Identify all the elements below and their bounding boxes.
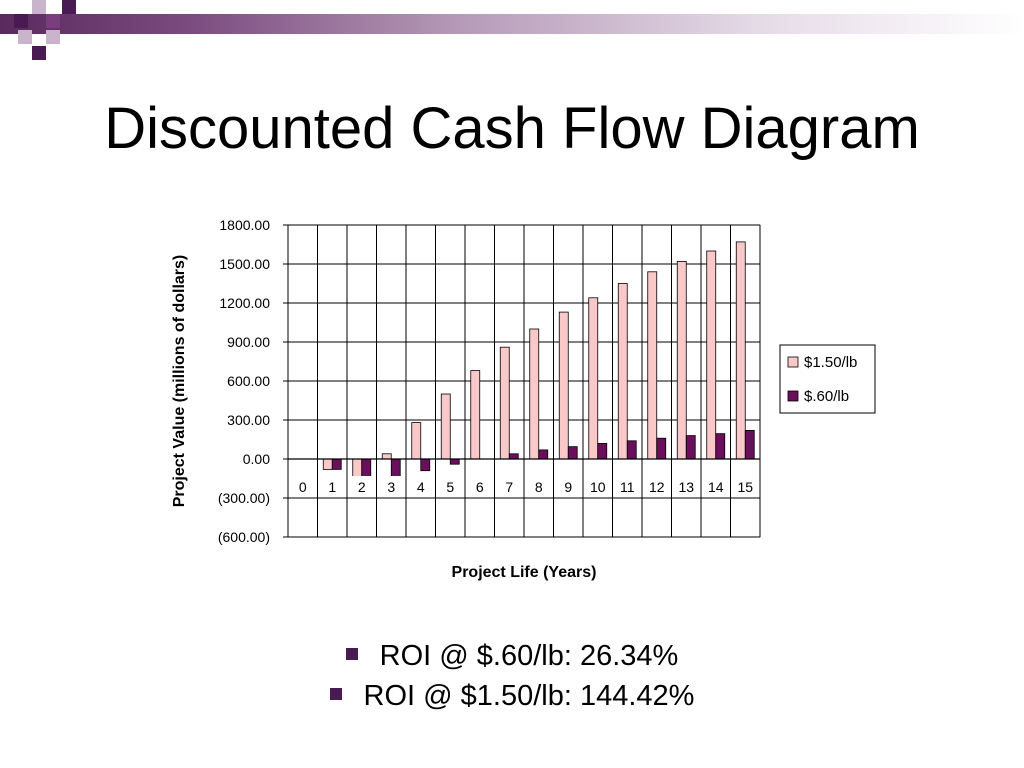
bar-low-price <box>744 429 755 460</box>
x-tick-label-bg <box>378 476 404 496</box>
x-tick-label: 12 <box>649 479 665 495</box>
y-axis-title: Project Value (millions of dollars) <box>171 255 188 508</box>
bar-high-price <box>381 453 392 460</box>
bar-low-price <box>656 437 667 460</box>
y-tick-label: 1800.00 <box>219 217 270 233</box>
x-tick-label: 8 <box>535 479 543 495</box>
x-tick-label: 15 <box>737 479 753 495</box>
x-tick-label-bg <box>349 476 375 496</box>
x-tick-label: 11 <box>620 479 635 495</box>
y-tick-label: (300.00) <box>218 490 270 506</box>
y-tick-label: 1500.00 <box>219 256 270 272</box>
bar-low-price <box>331 458 342 470</box>
x-axis-title: Project Life (Years) <box>452 564 597 581</box>
x-tick-label-bg <box>526 476 552 496</box>
bar-low-price <box>508 453 519 460</box>
y-tick-label: 900.00 <box>227 334 270 350</box>
x-tick-label-bg <box>673 476 699 496</box>
x-tick-label: 9 <box>564 479 572 495</box>
bar-high-price <box>411 422 422 460</box>
legend-swatch <box>787 390 799 402</box>
bar-low-price <box>626 440 637 460</box>
decor-square <box>46 14 60 28</box>
bar-high-price <box>470 370 481 460</box>
legend-box <box>779 344 876 414</box>
bar-high-price <box>706 250 717 460</box>
decor-square <box>32 46 46 60</box>
x-tick-label: 4 <box>417 479 425 495</box>
x-tick-label: 7 <box>505 479 513 495</box>
x-tick-label-bg <box>496 476 522 496</box>
x-tick-label: 10 <box>590 479 606 495</box>
bar-low-price <box>715 433 726 460</box>
x-tick-label: 3 <box>387 479 395 495</box>
bar-high-price <box>322 458 333 470</box>
x-tick-label-bg <box>555 476 581 496</box>
x-tick-label: 13 <box>678 479 694 495</box>
y-tick-label: 1200.00 <box>219 295 270 311</box>
legend-swatch <box>787 356 799 368</box>
x-tick-label-bg <box>644 476 670 496</box>
x-tick-label: 2 <box>358 479 366 495</box>
x-tick-label-bg <box>319 476 345 496</box>
bullet-square-icon <box>345 648 358 661</box>
x-tick-label-bg <box>408 476 434 496</box>
x-tick-label-bg <box>437 476 463 496</box>
bar-high-price <box>558 311 569 460</box>
bar-low-price <box>597 442 608 460</box>
x-tick-label-bg <box>585 476 611 496</box>
bar-high-price <box>499 346 510 460</box>
y-tick-label: (600.00) <box>218 529 270 545</box>
bar-high-price <box>735 241 746 460</box>
x-tick-label-bg <box>467 476 493 496</box>
bar-high-price <box>617 283 628 460</box>
bar-low-price <box>420 458 431 472</box>
legend-label: $1.50/lb <box>804 354 857 371</box>
bar-high-price <box>676 261 687 460</box>
y-tick-label: 300.00 <box>227 412 270 428</box>
legend-label: $.60/lb <box>804 388 849 405</box>
decor-square <box>62 0 76 14</box>
header-gradient-bar <box>0 14 1024 34</box>
bar-low-price <box>567 446 578 460</box>
bar-high-price <box>647 271 658 460</box>
decor-square <box>18 30 32 44</box>
cash-flow-chart: 1800.00 1500.00 1200.00 900.00 600.00 300.00 0… <box>171 217 876 581</box>
x-tick-label: 0 <box>299 479 307 495</box>
roi-bullet-text: ROI @ $1.50/lb: 144.42% <box>363 680 695 712</box>
roi-bullet-item: ROI @ $.60/lb: 26.34% <box>0 636 1024 676</box>
x-tick-label: 14 <box>708 479 724 495</box>
roi-bullet-list: ROI @ $.60/lb: 26.34% ROI @ $1.50/lb: 14… <box>0 636 1024 716</box>
bar-low-price <box>685 435 696 460</box>
decor-square <box>14 14 28 28</box>
x-tick-label: 1 <box>328 479 336 495</box>
roi-bullet-text: ROI @ $.60/lb: 26.34% <box>379 640 679 672</box>
x-tick-label-bg <box>290 476 316 496</box>
bar-low-price <box>538 449 549 460</box>
x-tick-label: 5 <box>446 479 454 495</box>
x-tick-label-bg <box>703 476 729 496</box>
y-tick-label: 600.00 <box>227 373 270 389</box>
x-tick-label-bg <box>614 476 640 496</box>
y-tick-label: 0.00 <box>243 451 270 467</box>
x-tick-label-bg <box>732 476 758 496</box>
slide-title: Discounted Cash Flow Diagram <box>104 96 920 161</box>
bar-high-price <box>440 393 451 460</box>
bar-high-price <box>588 297 599 460</box>
roi-bullet-item: ROI @ $1.50/lb: 144.42% <box>0 676 1024 716</box>
bullet-square-icon <box>329 688 342 701</box>
decor-square <box>46 30 60 44</box>
bar-high-price <box>529 328 540 460</box>
x-tick-label: 6 <box>476 479 484 495</box>
decor-square <box>32 0 46 14</box>
bar-low-price <box>449 458 460 465</box>
